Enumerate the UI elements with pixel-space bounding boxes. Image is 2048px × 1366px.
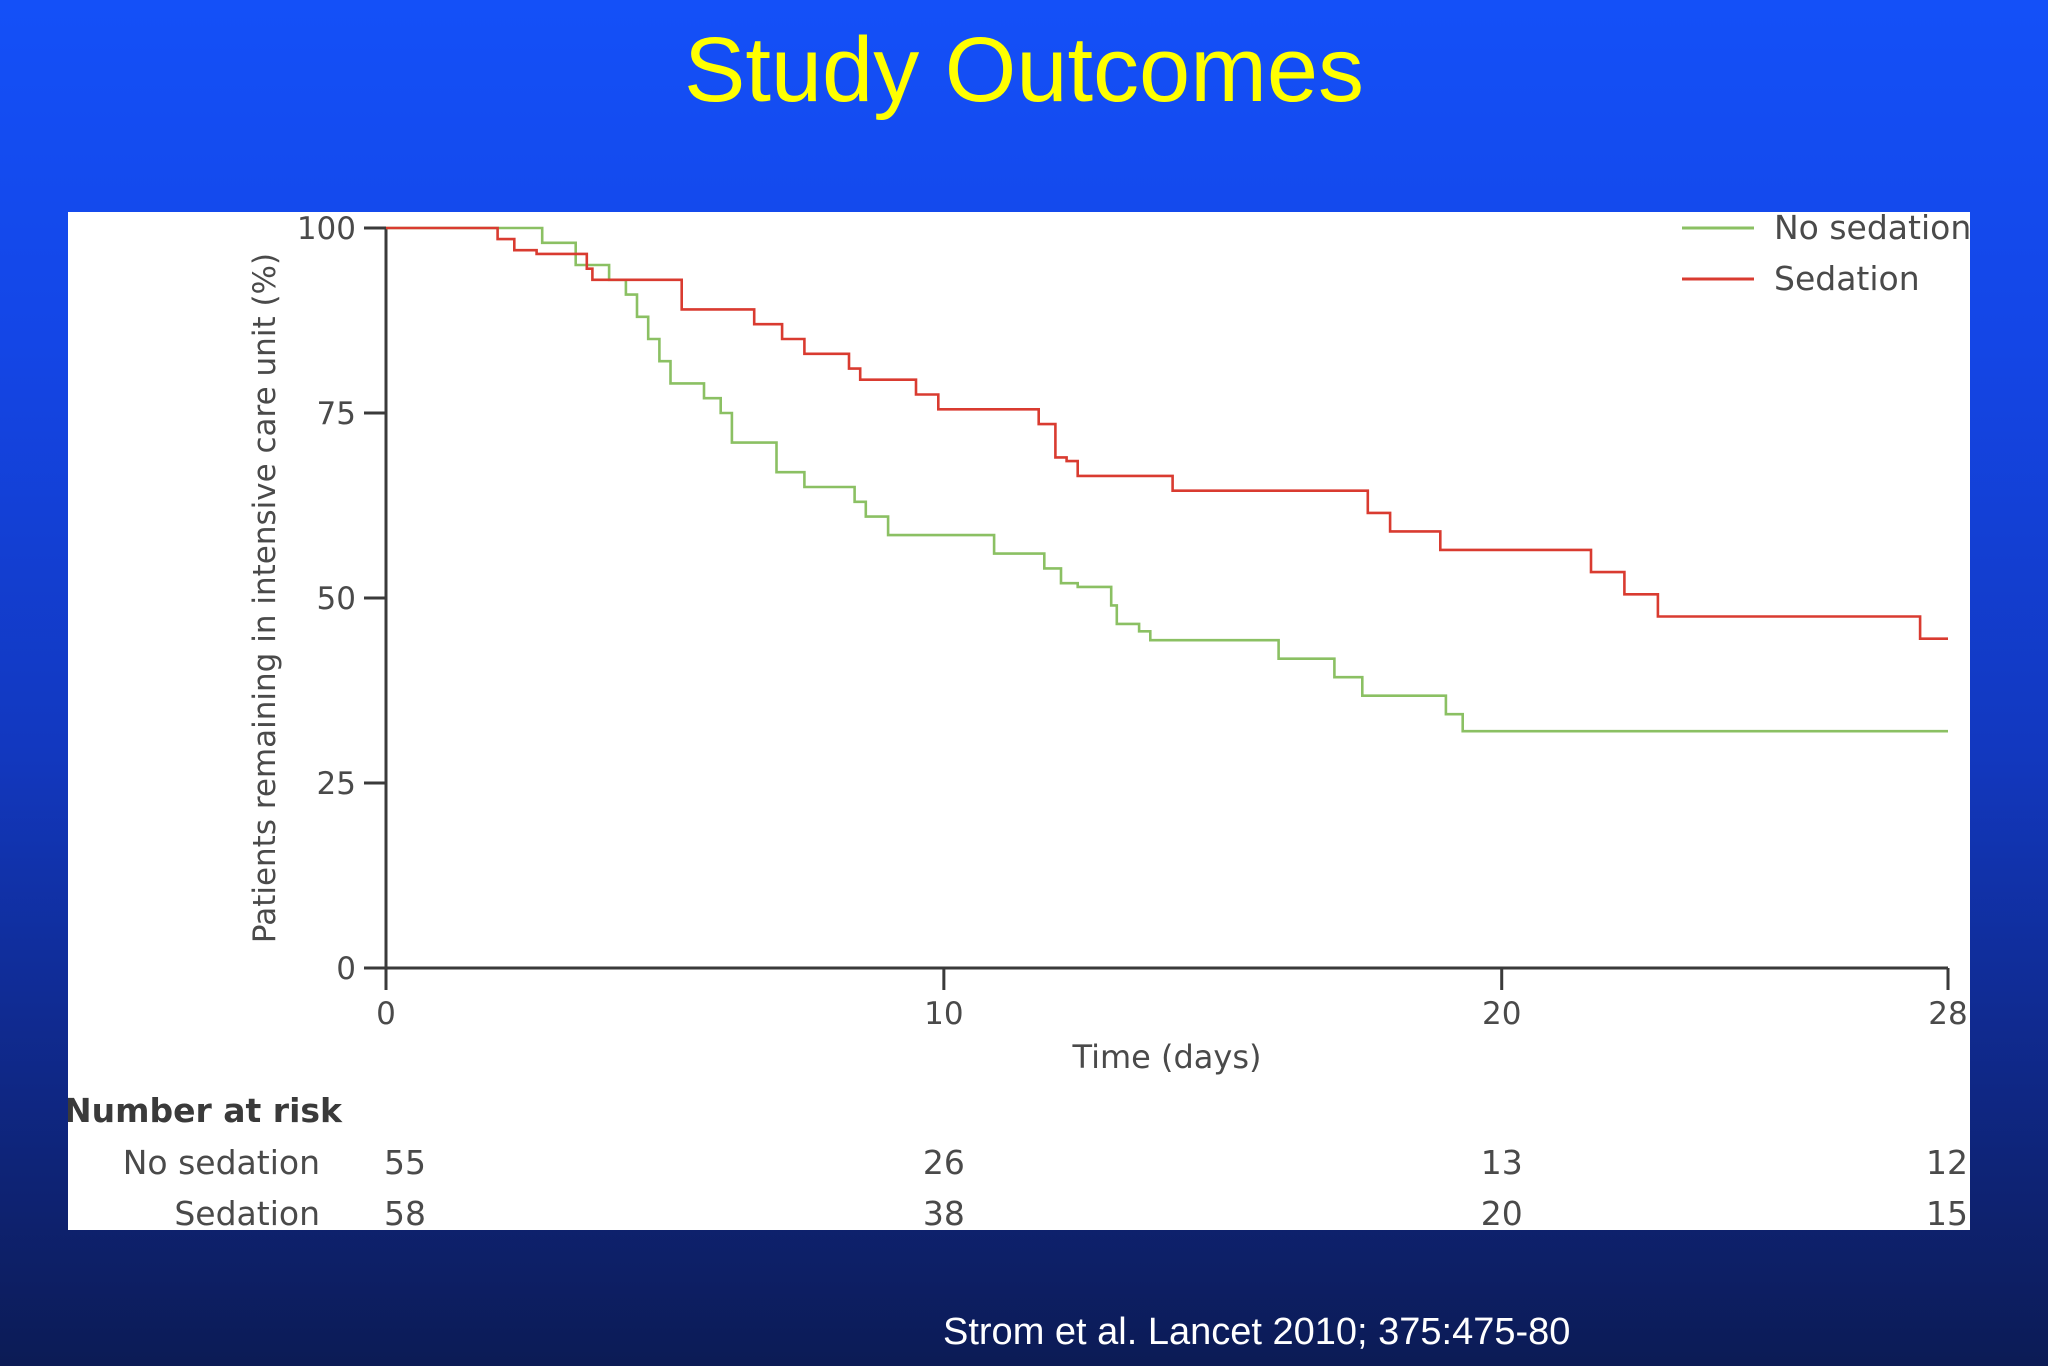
series-line-sedation	[386, 226, 1948, 641]
y-tick-label: 0	[336, 951, 356, 987]
y-tick-label: 25	[317, 766, 356, 802]
x-tick-label: 10	[924, 996, 963, 1032]
risk-value: 12	[1926, 1143, 1968, 1182]
number-at-risk-heading: Number at risk	[68, 1091, 343, 1130]
kaplan-meier-figure: 0 25 50 75 100 0 10 20 28 Time (days) Patients rem…	[68, 212, 1970, 1230]
risk-row-label: No sedation	[123, 1143, 320, 1182]
legend-label: No sedation	[1774, 212, 1970, 247]
x-axis-label: Time (days)	[1072, 1038, 1262, 1076]
risk-row-label: Sedation	[174, 1194, 320, 1230]
x-tick-label: 28	[1928, 996, 1967, 1032]
risk-value: 13	[1481, 1143, 1523, 1182]
risk-value: 20	[1481, 1194, 1523, 1230]
risk-value: 26	[923, 1143, 965, 1182]
risk-value: 15	[1926, 1194, 1968, 1230]
y-tick-label: 50	[317, 581, 356, 617]
axes-layer: 0 25 50 75 100 0 10 20 28 Time (days) Patients rem…	[247, 212, 1968, 1076]
legend-label: Sedation	[1774, 259, 1920, 298]
legend: No sedation Sedation	[1682, 212, 1970, 298]
y-tick-label: 100	[297, 212, 356, 247]
y-axis-label: Patients remaining in intensive care uni…	[247, 253, 283, 943]
risk-value: 38	[923, 1194, 965, 1230]
x-tick-label: 0	[376, 996, 396, 1032]
slide-title: Study Outcomes	[683, 19, 1365, 121]
risk-value: 58	[384, 1194, 426, 1230]
citation: Strom et al. Lancet 2010; 375:475-80	[943, 1311, 1571, 1353]
risk-value: 55	[384, 1143, 426, 1182]
y-tick-label: 75	[317, 396, 356, 432]
number-at-risk-table: Number at risk No sedation 55 26 13 12 Sedatio…	[68, 1091, 1968, 1230]
series-line-no-sedation	[386, 226, 1948, 733]
kaplan-meier-chart: 0 25 50 75 100 0 10 20 28 Time (days) Patients rem…	[68, 212, 1970, 1230]
x-tick-label: 20	[1482, 996, 1521, 1032]
series-layer	[386, 226, 1948, 733]
